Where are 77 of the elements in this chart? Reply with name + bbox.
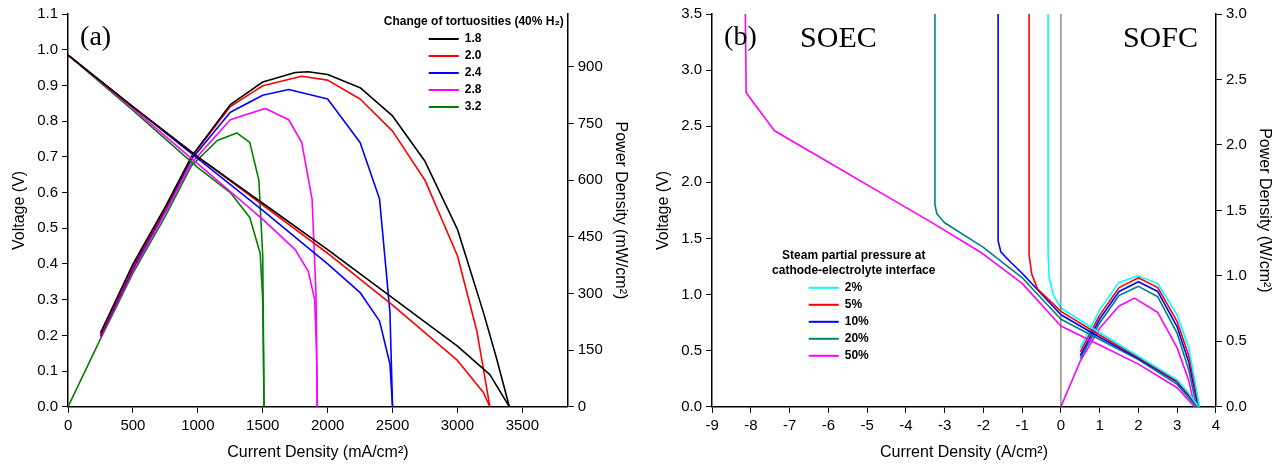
y-tick-label: 0.0 — [37, 396, 59, 414]
legend-label: 2.4 — [464, 65, 482, 80]
y2-tick-label: 0 — [577, 396, 587, 414]
x-axis-title: Current Density (mA/cm²) — [227, 442, 409, 460]
x-tick-label: -2 — [976, 415, 991, 433]
y2-tick-label: 1.0 — [1225, 266, 1247, 284]
y-tick-label: 2.0 — [681, 172, 703, 190]
x-tick-label: -4 — [899, 415, 913, 433]
x-tick-label: -8 — [744, 415, 758, 433]
y-tick-label: 2.5 — [681, 116, 703, 134]
annotation: (a) — [80, 20, 112, 52]
x-tick-label: 1500 — [246, 415, 280, 433]
annotation: SOEC — [800, 19, 877, 53]
y2-tick-label: 2.0 — [1225, 135, 1247, 153]
y2-axis-title: Power Density (W/cm²) — [1256, 128, 1274, 293]
y-tick-label: 0.2 — [37, 325, 59, 343]
x-tick-label: 4 — [1211, 415, 1221, 433]
x-tick-label: 0 — [1056, 415, 1066, 433]
x-tick-label: 1000 — [181, 415, 215, 433]
x-tick-label: 500 — [120, 415, 146, 433]
y2-tick-label: 2.5 — [1225, 69, 1247, 87]
y-tick-label: 1.1 — [37, 4, 59, 22]
y2-tick-label: 150 — [577, 340, 603, 358]
y-tick-label: 0.0 — [681, 396, 703, 414]
legend-label: 1.8 — [464, 31, 482, 46]
y-tick-label: 0.1 — [37, 361, 59, 379]
x-tick-label: -6 — [821, 415, 836, 433]
x-tick-label: -1 — [1015, 415, 1029, 433]
y-axis-title: Voltage (V) — [10, 170, 28, 250]
legend-title: Change of tortuosities (40% H₂) — [383, 14, 564, 29]
y2-tick-label: 900 — [577, 57, 603, 75]
x-tick-label: 3500 — [505, 415, 540, 433]
y-tick-label: 0.9 — [37, 75, 59, 93]
y-tick-label: 0.5 — [37, 218, 59, 236]
x-tick-label: -3 — [937, 415, 952, 433]
y-tick-label: 1.0 — [37, 39, 59, 57]
x-tick-label: 2500 — [375, 415, 410, 433]
y-tick-label: 0.8 — [37, 111, 59, 129]
y2-axis-title: Power Density (mW/cm²) — [612, 121, 630, 300]
legend-label: 50% — [844, 348, 870, 363]
y-tick-label: 1.5 — [681, 228, 703, 246]
y2-tick-label: 0.0 — [1225, 396, 1247, 414]
legend-label: 2% — [844, 280, 863, 295]
y2-tick-label: 300 — [577, 283, 603, 301]
y2-tick-label: 450 — [577, 226, 603, 244]
x-axis-title: Current Density (A/cm²) — [879, 442, 1049, 460]
x-tick-label: 0 — [63, 415, 73, 433]
y2-tick-label: 600 — [577, 170, 603, 188]
x-tick-label: -9 — [705, 415, 719, 433]
annotation: SOFC — [1122, 19, 1198, 53]
y-tick-label: 1.0 — [681, 284, 703, 302]
legend-title: Steam partial pressure at cathode-electrolyte interface — [772, 248, 936, 278]
legend-label: 2.0 — [464, 48, 482, 63]
x-tick-label: 2 — [1134, 415, 1143, 433]
y-tick-label: 3.5 — [681, 4, 703, 22]
x-tick-label: -7 — [782, 415, 797, 433]
legend-label: 20% — [844, 331, 870, 346]
y2-tick-label: 0.5 — [1225, 331, 1247, 349]
y2-tick-label: 1.5 — [1225, 200, 1247, 218]
legend-label: 5% — [844, 297, 863, 312]
y-axis-title: Voltage (V) — [654, 170, 672, 250]
y2-tick-label: 3.0 — [1225, 4, 1247, 22]
y-tick-label: 0.4 — [37, 254, 59, 272]
x-tick-label: 1 — [1095, 415, 1104, 433]
y-tick-label: 0.6 — [37, 182, 59, 200]
x-tick-label: 2000 — [310, 415, 345, 433]
x-tick-label: 3000 — [440, 415, 475, 433]
y-tick-label: 3.0 — [681, 60, 703, 78]
y2-tick-label: 750 — [577, 113, 603, 131]
y-tick-label: 0.3 — [37, 289, 59, 307]
legend-label: 10% — [844, 314, 870, 329]
y-tick-label: 0.5 — [681, 340, 703, 358]
x-tick-label: 3 — [1173, 415, 1182, 433]
y-tick-label: 0.7 — [37, 146, 59, 164]
x-tick-label: -5 — [860, 415, 874, 433]
legend-label: 3.2 — [464, 99, 482, 114]
legend-label: 2.8 — [464, 82, 482, 97]
